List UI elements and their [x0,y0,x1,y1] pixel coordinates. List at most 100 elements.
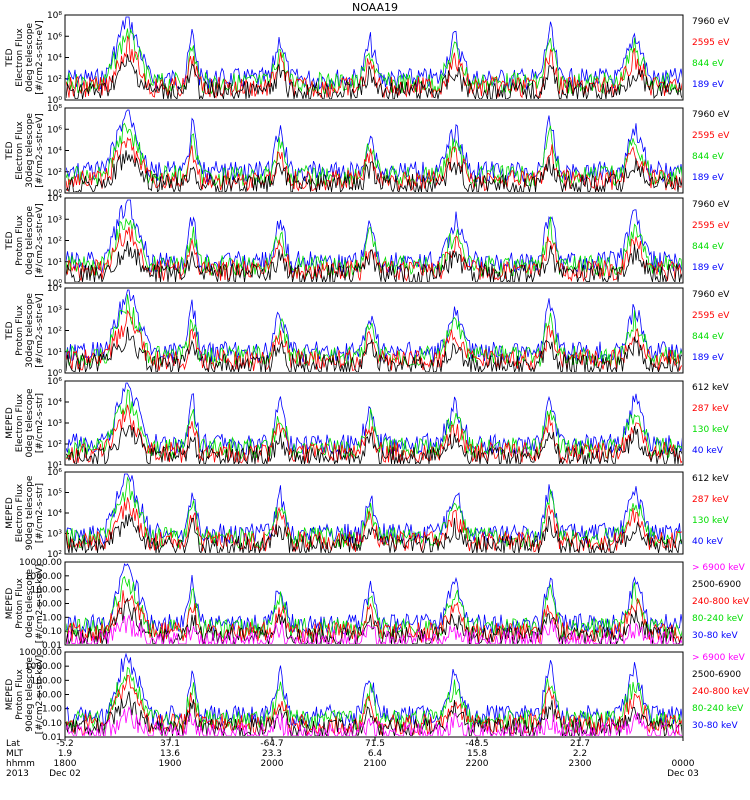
y-tick-label: 0.01 [42,641,62,651]
panel-7: 10000.00 1000.00 100.00 10.00 1.00 0.10 0.01 ME… [5,558,750,651]
y-tick-label: 10² [47,168,62,178]
footer-mlt: 13.6 [160,749,180,759]
footer-mlt: 23.3 [262,749,282,759]
traces [66,563,682,644]
legend-entry: 287 keV [692,495,729,505]
y-tick-label: 10⁶ [47,468,62,478]
traces [66,16,682,99]
series-trace [66,575,682,640]
footer-mlt: 2.2 [573,749,587,759]
footer-lat: -64.7 [260,739,283,749]
y-tick-label: 10² [47,550,62,560]
legend-entry: 844 eV [692,242,725,252]
y-axis-label-line: Electron Flux [15,28,25,87]
y-tick-label: 10³ [47,530,62,540]
legend-entry: 30-80 keV [692,631,738,641]
y-axis-label-line: TED [5,48,15,67]
y-axis-label-line: 30deg telescope [25,293,35,368]
footer-mlt: 1.9 [58,749,73,759]
y-tick-label: 10⁰ [47,279,62,289]
legend-entry: 2595 eV [692,221,730,231]
panel-frame [64,561,684,646]
legend-entry: 7960 eV [692,290,730,300]
y-tick-label: 10⁰ [47,369,62,379]
y-tick-label: 10¹ [47,348,62,358]
panel-1: 10⁸ 10⁶ 10⁴ 10² 10⁰ TED Electron Flux 0deg tele… [5,11,730,106]
y-axis-label-line: MEPED [5,679,15,711]
y-axis-label-line: Electron Flux [15,393,25,452]
y-axis-label-line: 90deg telescope [25,475,35,550]
legend-entry: 612 keV [692,474,729,484]
legend-entry: 130 keV [692,516,729,526]
y-axis-label-line: TED [5,141,15,160]
series-trace [66,35,682,99]
y-tick-label: 1000.00 [25,662,62,672]
y-tick-label: 10⁸ [47,104,62,114]
y-axis-label-line: [#/cm2-s-str-keV] [35,655,45,734]
legend-entry: 2595 eV [692,131,730,141]
series-trace [66,150,682,192]
footer-lat: 21.7 [570,739,590,749]
footer-row-label: hhmm [6,759,35,769]
legend-entry: 189 eV [692,353,725,363]
legend-entry: 2595 eV [692,38,730,48]
legend-entry: 189 eV [692,173,725,183]
y-tick-label: 100.00 [31,586,63,596]
y-tick-label: 10000.00 [19,558,62,568]
y-axis-label-line: 0deg telescope [25,569,35,639]
legend-entry: 80-240 keV [692,704,744,714]
legend-entry: 40 keV [692,446,724,456]
y-tick-label: 10000.00 [19,648,62,658]
series-trace [66,476,682,549]
footer-row-label: 2013 [6,769,29,779]
legend-entry: 2500-6900 [692,670,741,680]
y-axis-label-line: [#/cm2-s-str-eV] [35,203,45,278]
series-trace [66,309,682,372]
footer-row-label: Lat [6,739,21,749]
series-trace [66,226,682,282]
y-axis-label-line: 90deg telescope [25,657,35,732]
footer-lat: -48.5 [465,739,488,749]
footer-mlt: 6.4 [368,749,383,759]
series-trace [66,240,682,282]
legend-entry: 189 eV [692,263,725,273]
traces [66,382,682,464]
y-axis-label-line: Proton Flux [15,669,25,720]
y-tick-label: 10⁴ [47,398,62,408]
y-tick-label: 10⁴ [47,509,62,519]
legend-entry: 40 keV [692,537,724,547]
footer-date: Dec 03 [667,769,699,779]
panel-2: 10⁸ 10⁶ 10⁴ 10² 10⁰ TED Electron Flux 30deg tel… [5,104,730,199]
series-trace [66,289,682,363]
legend-entry: 2500-6900 [692,580,741,590]
legend-entry: 2595 eV [692,311,730,321]
footer-mlt: 15.8 [467,749,487,759]
y-tick-label: 10.00 [36,600,62,610]
series-trace [66,216,682,278]
y-tick-label: 10⁶ [47,32,62,42]
legend-entry: 130 keV [692,425,729,435]
y-axis-label-line: [#/cm2-s-str-eV] [35,20,45,95]
traces [66,653,682,736]
y-axis-label-line: [#/cm2-s-str-keV] [35,564,45,643]
y-tick-label: 10¹ [47,461,62,471]
y-tick-label: 10² [47,440,62,450]
y-tick-label: 10¹ [47,258,62,268]
y-tick-label: 10⁵ [47,489,62,499]
y-tick-label: 10³ [47,215,62,225]
y-axis-label-line: [#/cm2-s-str] [35,393,45,453]
y-tick-label: 10.00 [36,691,62,701]
y-tick-label: 1.00 [42,705,62,715]
legend-entry: 7960 eV [692,110,730,120]
panel-8: 10000.00 1000.00 100.00 10.00 1.00 0.10 0.01 ME… [5,648,750,743]
series-trace [66,473,682,545]
y-axis-label-line: MEPED [5,588,15,620]
y-tick-label: 10³ [47,419,62,429]
chart-title: NOAA19 [352,1,398,14]
series-trace [66,513,682,553]
y-tick-label: 10⁴ [47,147,62,157]
y-tick-label: 10⁸ [47,11,62,21]
y-tick-label: 10⁶ [47,377,62,387]
